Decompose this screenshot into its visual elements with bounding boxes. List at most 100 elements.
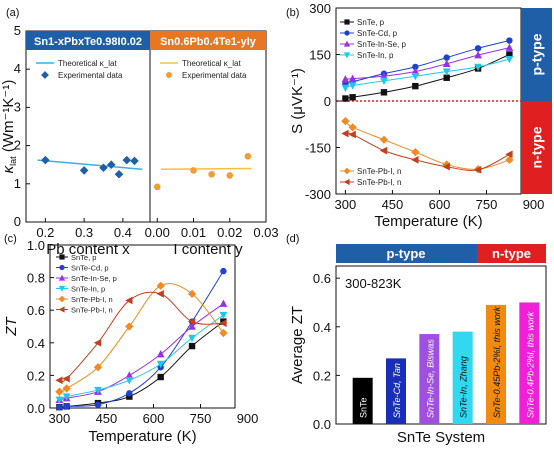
data-point [190,167,197,174]
x-axis-label: I content y [173,241,243,258]
legend-marker [166,72,172,78]
series [341,129,513,174]
series-line [345,54,510,100]
bar-label: SnTe-In, Zhang [459,356,469,418]
subpanel-i-content: Sn0.6Pb0.4Te1-yIy 0.00 0.01 0.02 0.03 I conte… [145,31,279,258]
y-tick-label: 0.8 [27,271,45,286]
data-point [187,289,197,299]
x-tick-label: 450 [382,197,404,212]
subpanel-header-text: Sn1-xPbxTe0.98I0.02 [34,36,142,48]
legend-label: SnTe-Pb-I, n [71,306,113,315]
data-point [506,51,513,58]
x-tick-label: 0.03 [253,225,278,240]
bar [419,334,440,424]
data-point [505,155,514,165]
bar-label: SnTe-0.4Pb-2%I, this work [525,311,535,418]
legend-label: SnTe-Cd, p [357,29,398,38]
data-point [443,54,450,61]
legend-label: SnTe-In-Se, p [357,40,406,49]
x-tick-label: 600 [429,197,451,212]
panel-b: (b) p-type n-type -300 -150 0 150 300 300 450 600 7… [286,1,552,230]
legend-p: SnTe, p SnTe-Cd, p SnTe-In-Se, p SnTe-In, p [340,18,406,60]
data-point [411,67,420,75]
legend-label: SnTe-Cd, p [71,264,109,273]
data-point [106,160,116,169]
bar-group: SnTe-In, Zhang [452,331,473,424]
subpanel-header-text: Sn0.6Pb0.4Te1-yIy [160,36,257,48]
data-point [93,363,103,372]
legend-marker [343,40,351,47]
data-point [348,123,357,132]
legend-entry: SnTe-In-Se, p [340,40,406,49]
x-tick-label: 0.00 [145,225,170,240]
legend-label: SnTe-In, p [71,285,105,294]
subpanel-header [26,31,150,50]
data-point [442,59,451,67]
series [341,43,514,83]
bar-group: SnTe-In-Se, Biswas [419,334,440,424]
data-point [219,299,228,307]
x-tick-label: 750 [476,197,498,212]
theory-line [160,167,252,171]
data-point [505,43,514,51]
data-point [411,147,420,157]
x-tick-label: 300 [335,197,357,212]
y-tick-label: 1.0 [27,238,45,253]
panel-label: (a) [6,7,19,19]
y-tick-label: 0.0 [27,401,45,416]
x-tick-label: 0.2 [36,225,54,240]
data-point [348,82,357,90]
legend-marker [343,167,351,175]
data-point [474,50,482,59]
data-point [125,371,134,379]
y-tick-label: 2 [14,138,21,153]
data-point [62,384,71,393]
series [55,299,228,404]
bar-label: SnTe [359,397,369,418]
data-point [349,94,356,101]
legend-label: Theoretical κ_lat [182,59,241,68]
n-type-bar [521,101,552,194]
theory-line [37,159,143,171]
bar-label: SnTe-Cd, Tan [392,363,402,418]
legend-marker [58,285,66,292]
data-point [380,89,388,96]
subpanel-pb-content: Sn1-xPbxTe0.98I0.020.2 0.3 0.4Pb content x… [26,31,150,258]
legend-marker [59,254,65,260]
data-point [188,334,196,343]
data-point [442,68,451,76]
legend-marker [58,274,66,281]
data-point [412,63,419,71]
data-point [220,267,227,275]
data-point [380,72,388,80]
subpanel-header [150,31,266,50]
data-point [341,84,350,93]
annotation: 300-823K [345,276,402,291]
legend-marker [58,306,65,313]
data-point [244,152,252,160]
y-tick-label: 0.4 [313,320,331,335]
data-point [473,165,482,174]
x-tick-label: 900 [237,411,259,426]
data-point [156,350,165,358]
y-tick-label: 0 [324,94,331,109]
x-tick-label: 600 [143,411,165,426]
legend-entry: SnTe-Pb-I, n [340,178,401,187]
data-point [55,376,63,385]
data-point [219,328,228,338]
y-tick-label: 0.6 [313,271,331,286]
data-point [125,322,134,331]
y-tick-label: 3 [14,99,21,114]
legend-entry: SnTe-Pb-I, n [56,306,113,315]
bar-group: SnTe-0.45Pb-2%I, this work [486,304,506,424]
bar [352,377,373,424]
series [56,318,227,411]
data-point [187,317,196,326]
x-tick-label: 450 [96,411,118,426]
data-point [156,281,165,290]
bar [386,358,406,424]
data-point [341,75,350,83]
bar-group: SnTe-0.4Pb-2%I, this work [519,302,540,424]
